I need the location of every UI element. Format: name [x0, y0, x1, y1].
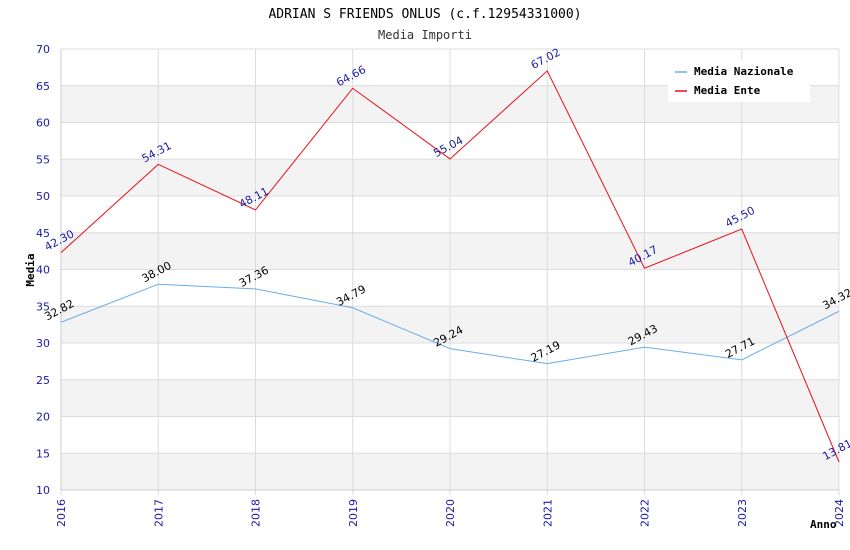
y-tick-label: 20: [36, 411, 50, 424]
y-tick-label: 60: [36, 117, 50, 130]
y-tick-label: 70: [36, 43, 50, 56]
x-tick-label: 2023: [736, 499, 749, 527]
series-line-media-nazionale: [60, 283, 840, 365]
x-tick-label: 2022: [639, 499, 652, 527]
y-tick-label: 50: [36, 190, 50, 203]
x-tick-label: 2021: [541, 499, 554, 527]
y-tick-label: 10: [36, 484, 50, 497]
y-axis: 10 15 20 25 30 35 40 45 50 55 60 65 70: [36, 43, 50, 497]
legend-box: [668, 60, 810, 102]
y-tick-label: 45: [36, 227, 50, 240]
y-tick-label: 65: [36, 80, 50, 93]
y-tick-label: 30: [36, 337, 50, 350]
x-tick-label: 2024: [833, 499, 846, 527]
y-tick-label: 15: [36, 447, 50, 460]
series-line-media-ente: [60, 70, 840, 463]
x-tick-label: 2019: [347, 499, 360, 527]
y-tick-label: 40: [36, 264, 50, 277]
gridlines: [60, 48, 840, 495]
y-tick-label: 35: [36, 300, 50, 313]
x-axis-label: Anno: [810, 518, 837, 531]
legend-label-media-ente: Media Ente: [694, 84, 761, 97]
legend: Media Nazionale Media Ente: [668, 60, 810, 102]
series-lines: [60, 70, 840, 463]
x-tick-label: 2016: [55, 499, 68, 527]
y-axis-label: Media: [24, 253, 37, 286]
legend-label-media-nazionale: Media Nazionale: [694, 65, 794, 78]
y-tick-label: 55: [36, 153, 50, 166]
y-tick-label: 25: [36, 374, 50, 387]
chart-title: ADRIAN S FRIENDS ONLUS (c.f.12954331000): [268, 7, 581, 22]
x-tick-label: 2017: [152, 499, 165, 527]
x-axis: 2016 2017 2018 2019 2020 2021 2022 2023 2024: [55, 499, 846, 527]
x-tick-label: 2018: [250, 499, 263, 527]
chart-subtitle: Media Importi: [378, 28, 472, 42]
x-tick-label: 2020: [444, 499, 457, 527]
